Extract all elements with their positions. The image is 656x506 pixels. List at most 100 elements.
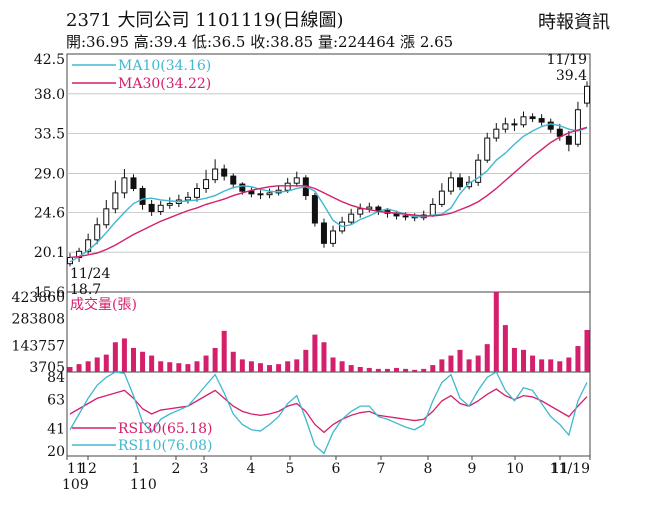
candle-body <box>574 109 581 145</box>
legend-rsi10-label: RSI10(76.08) <box>118 438 212 454</box>
x-tick-label: 1 <box>132 461 141 477</box>
volume-bar <box>421 368 427 372</box>
candle-body <box>484 137 491 161</box>
candle-body <box>293 177 300 184</box>
candlestick <box>574 101 581 147</box>
volume-bar <box>548 359 554 372</box>
volume-bar <box>430 365 436 372</box>
legend-ma30: MA30(34.22) <box>72 76 211 92</box>
rsi-lines <box>69 371 588 455</box>
volume-bar <box>321 342 327 372</box>
rsi-tick-label: 20 <box>47 444 65 460</box>
volume-bar <box>257 363 263 372</box>
volume-bar <box>76 364 82 372</box>
volume-bar <box>539 359 545 372</box>
candlestick <box>266 188 273 199</box>
volume-bar <box>575 346 581 372</box>
legend-ma10: MA10(34.16) <box>72 58 211 74</box>
candlestick <box>457 173 464 191</box>
volume-bar <box>167 362 173 372</box>
candle-body <box>402 215 409 218</box>
volume-bar <box>557 361 563 372</box>
candle-body <box>203 179 210 189</box>
volume-bars <box>67 292 590 372</box>
x-tick-label: 5 <box>286 461 295 477</box>
volume-bar <box>203 355 209 372</box>
x-tick-label: 3 <box>200 461 209 477</box>
volume-bar <box>448 355 454 372</box>
candlestick <box>438 183 445 208</box>
candle-body <box>511 123 518 126</box>
candle-body <box>466 181 473 188</box>
candle-body <box>139 187 146 205</box>
volume-bar <box>384 368 390 372</box>
candlesticks <box>67 81 590 267</box>
candle-body <box>94 224 101 241</box>
legend-volume: 成交量(張) <box>70 296 137 313</box>
volume-bar <box>584 329 590 372</box>
candle-body <box>212 168 219 181</box>
candle-body <box>239 183 246 192</box>
volume-bar <box>239 359 245 372</box>
volume-bar <box>85 361 91 372</box>
volume-bar <box>67 366 73 372</box>
candle-body <box>538 118 545 123</box>
candlestick <box>166 197 173 209</box>
low-date-annotation: 11/24 <box>70 266 110 282</box>
candle-body <box>193 187 200 198</box>
candle-body <box>311 195 318 224</box>
candlestick <box>320 218 327 248</box>
x-tick-label: 9 <box>468 461 477 477</box>
volume-bar <box>158 361 164 372</box>
volume-bar <box>339 361 345 372</box>
volume-bar <box>348 365 354 372</box>
volume-bar <box>493 292 499 372</box>
legend-rsi30: RSI30(65.18) <box>72 421 212 437</box>
volume-tick-label: 283808 <box>12 312 65 328</box>
candle-body <box>157 204 164 212</box>
candlestick <box>348 208 355 225</box>
candle-body <box>230 175 237 185</box>
high-value-annotation: 39.4 <box>556 68 587 84</box>
candlestick <box>484 132 491 163</box>
volume-tick-label: 423860 <box>12 290 65 306</box>
candle-body <box>429 203 436 216</box>
volume-bar <box>221 330 227 372</box>
candle-body <box>565 135 572 145</box>
candle-body <box>85 239 92 252</box>
candlestick <box>493 123 500 142</box>
candle-body <box>520 116 527 126</box>
candlestick <box>148 199 155 216</box>
candlestick <box>502 117 509 133</box>
volume-bar <box>276 364 282 372</box>
volume-tick-label: 3705 <box>29 360 65 376</box>
volume-bar <box>94 357 100 372</box>
candle-body <box>584 85 590 104</box>
price-tick-label: 15.6 <box>34 285 65 301</box>
volume-bar <box>366 367 372 372</box>
candlestick <box>447 171 454 195</box>
volume-bar <box>248 361 254 372</box>
ma10-line <box>69 123 588 263</box>
legend-ma10-label: MA10(34.16) <box>118 58 211 74</box>
candlestick <box>67 253 73 267</box>
volume-bar <box>357 366 363 372</box>
volume-bar <box>566 357 572 372</box>
rsi-tick-label: 41 <box>47 421 65 437</box>
price-tick-label: 38.0 <box>34 87 65 103</box>
candlestick <box>357 203 364 218</box>
x-tick-label: 2 <box>172 461 181 477</box>
candlestick <box>475 153 482 186</box>
candle-body <box>121 177 128 194</box>
legend-rsi30-label: RSI30(65.18) <box>118 421 212 437</box>
candlestick <box>212 159 219 184</box>
candle-body <box>112 192 119 210</box>
price-tick-label: 42.5 <box>34 52 65 68</box>
data-source: 時報資訊 <box>538 12 610 33</box>
volume-panel-frame <box>66 291 591 373</box>
ohlc-summary: 開:36.95 高:39.4 低:36.5 收:38.85 量:224464 漲… <box>66 33 454 51</box>
